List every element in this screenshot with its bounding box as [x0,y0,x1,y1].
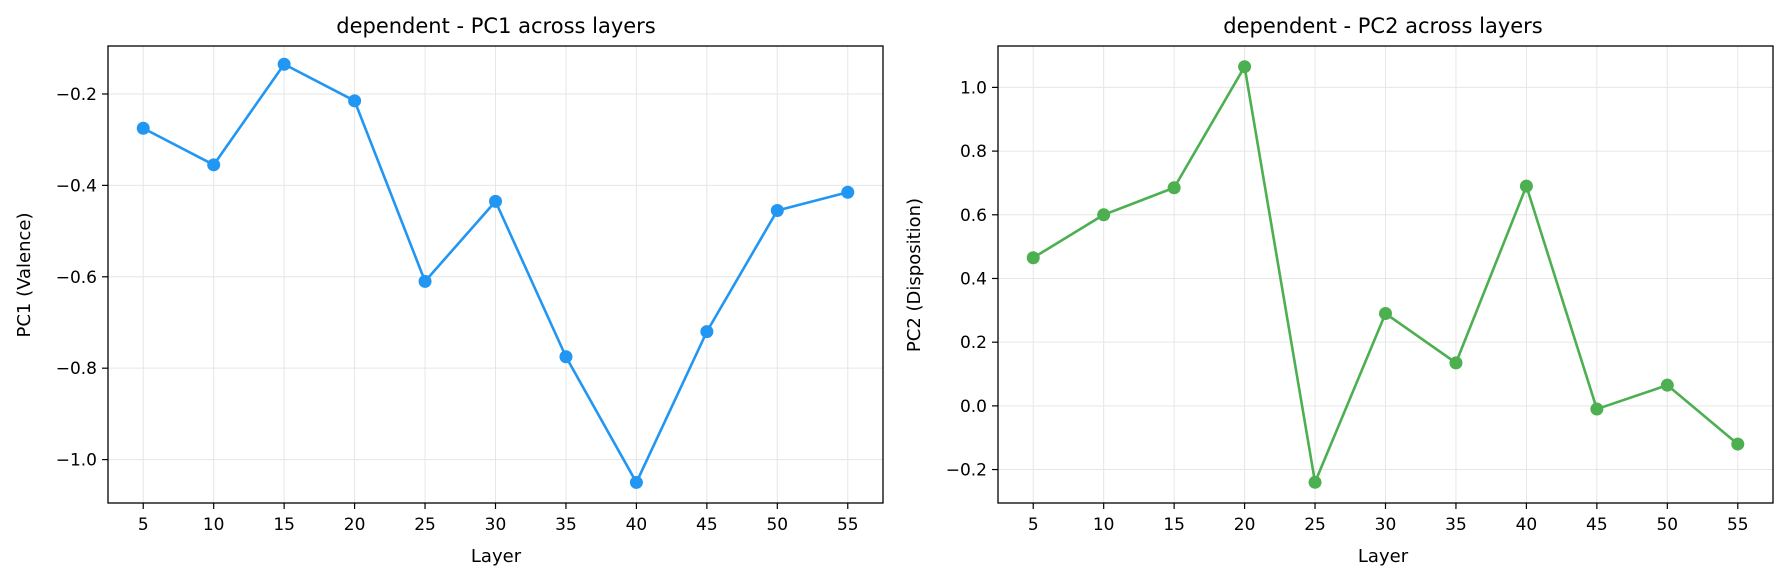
x-tick-label: 20 [1234,515,1256,535]
y-axis-label: PC2 (Disposition) [904,198,925,352]
chart-title: dependent - PC1 across layers [336,14,656,38]
data-point [559,350,573,364]
y-tick-label: 0.0 [960,397,987,417]
x-axis-label: Layer [1358,546,1409,567]
y-tick-label: −0.2 [56,85,97,105]
x-tick-label: 25 [1304,515,1326,535]
data-point [841,185,855,199]
y-tick-label: −0.2 [946,461,987,481]
data-point [629,475,643,489]
x-tick-label: 20 [344,515,366,535]
data-point [700,325,714,339]
data-point [1026,251,1040,265]
x-axis-label: Layer [471,546,522,567]
chart-pc2: dependent - PC2 across layers Layer PC2 … [904,14,1774,567]
grid [108,46,883,503]
x-tick-label: 15 [1163,515,1185,535]
x-tick-label: 45 [696,515,718,535]
y-tick-label: −1.0 [56,451,97,471]
y-tick-label: −0.6 [56,268,97,288]
y-tick-label: 1.0 [960,78,987,98]
y-tick-label: 0.2 [960,333,987,353]
x-tick-label: 5 [1028,515,1039,535]
y-tick-label: 0.8 [960,142,987,162]
plot-frame [107,45,884,504]
data-point [1731,437,1745,451]
y-axis-label: PC1 (Valence) [14,212,35,337]
y-tick-label: −0.8 [56,359,97,379]
x-tick-label: 55 [837,515,859,535]
data-point [1238,60,1252,74]
data-point [136,121,150,135]
x-tick-label: 40 [1516,515,1538,535]
grid [998,46,1773,503]
data-point [1379,307,1392,321]
data-point [348,94,362,108]
data-point [277,57,291,71]
y-tick-label: 0.4 [960,269,987,289]
data-point [1308,475,1322,489]
data-point [1519,179,1533,193]
x-tick-label: 15 [273,515,295,535]
chart-title: dependent - PC2 across layers [1223,14,1543,38]
data-point [207,158,221,172]
x-tick-label: 10 [1093,515,1115,535]
data-point [418,274,432,288]
x-tick-label: 10 [203,515,225,535]
x-tick-label: 5 [138,515,149,535]
x-tick-label: 55 [1727,515,1749,535]
x-tick-label: 50 [766,515,788,535]
x-tick-label: 45 [1586,515,1608,535]
x-tick-label: 25 [414,515,436,535]
data-point [1660,378,1674,392]
x-tick-label: 30 [1375,515,1397,535]
plot-frame [997,45,1774,504]
data-point [1590,402,1604,416]
data-point [1167,181,1181,195]
x-tick-label: 40 [626,515,648,535]
chart-pc1: dependent - PC1 across layers Layer PC1 … [14,14,884,567]
x-tick-label: 35 [1445,515,1467,535]
x-tick-label: 30 [485,515,507,535]
x-tick-label: 50 [1656,515,1678,535]
data-point [1097,208,1111,222]
data-point [489,194,502,208]
y-tick-label: −0.4 [56,176,97,196]
y-tick-label: 0.6 [960,206,987,226]
data-point [1449,356,1463,370]
data-point [770,204,784,218]
x-tick-label: 35 [555,515,577,535]
